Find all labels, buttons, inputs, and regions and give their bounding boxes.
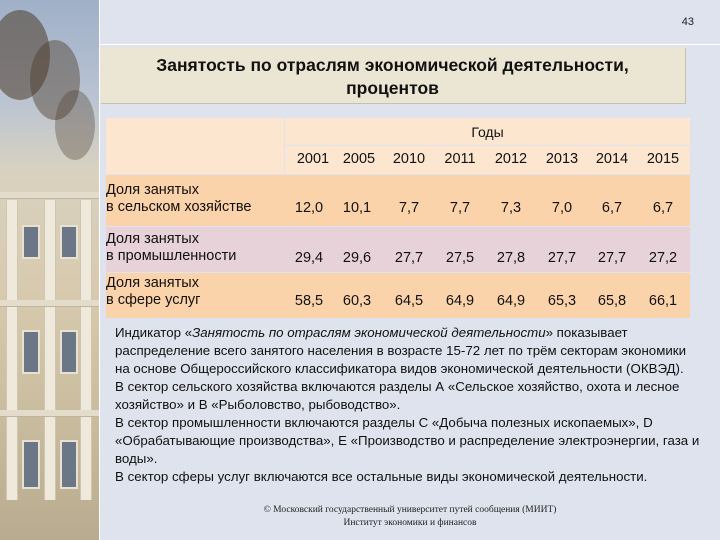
title-line-1: Занятость по отраслям экономической деят… xyxy=(156,55,629,75)
table-header-corner xyxy=(106,118,284,174)
table-cell: 27,8 xyxy=(496,250,526,266)
table-cell: 60,3 xyxy=(342,293,372,309)
table-cell: 27,2 xyxy=(648,250,678,266)
table-cell: 6,7 xyxy=(601,200,623,216)
table-cell: 58,5 xyxy=(294,293,324,309)
page-number: 43 xyxy=(681,16,694,28)
table-cell: 27,5 xyxy=(445,250,475,266)
table-cell: 12,0 xyxy=(294,200,324,216)
table-cell: 29,4 xyxy=(294,250,324,266)
table-row-agriculture xyxy=(106,175,690,226)
year-header: 2005 xyxy=(342,151,376,167)
row-label: Доля занятых в сельском хозяйстве xyxy=(106,182,252,215)
slide-title: Занятость по отраслям экономической деят… xyxy=(100,54,685,100)
row-label: Доля занятых в промышленности xyxy=(106,231,237,264)
row-label: Доля занятых в сфере услуг xyxy=(106,275,201,308)
table-row-industry xyxy=(106,227,690,272)
table-cell: 27,7 xyxy=(547,250,577,266)
table-cell: 64,9 xyxy=(496,293,526,309)
table-cell: 27,7 xyxy=(597,250,627,266)
year-header: 2015 xyxy=(646,151,680,167)
table-header-year-row xyxy=(285,146,690,174)
title-box xyxy=(100,47,685,103)
year-header: 2011 xyxy=(444,151,476,167)
description-paragraph: В сектор сельского хозяйства включаются … xyxy=(115,379,680,412)
footer-institute: Институт экономики и финансов xyxy=(343,518,477,528)
table-cell: 29,6 xyxy=(342,250,372,266)
footer-copyright: © Московский государственный университет… xyxy=(263,505,557,515)
year-header: 2014 xyxy=(595,151,629,167)
table-cell: 64,5 xyxy=(394,293,424,309)
table-cell: 7,0 xyxy=(551,200,573,216)
table-cell: 64,9 xyxy=(445,293,475,309)
description-paragraph: В сектор сферы услуг включаются все оста… xyxy=(115,469,648,484)
table-cell: 7,7 xyxy=(449,200,471,216)
table-header-years xyxy=(285,118,690,145)
title-line-2: процентов xyxy=(346,78,439,98)
table-cell: 10,1 xyxy=(342,200,372,216)
table-cell: 65,8 xyxy=(597,293,627,309)
table-cell: 7,7 xyxy=(398,200,420,216)
year-header: 2001 xyxy=(296,151,330,167)
table-cell: 65,3 xyxy=(547,293,577,309)
year-header: 2012 xyxy=(494,151,528,167)
table-cell: 6,7 xyxy=(652,200,674,216)
description-text: Индикатор «Занятость по отраслям экономи… xyxy=(115,324,700,486)
footer: © Московский государственный университет… xyxy=(100,504,720,530)
years-caption: Годы xyxy=(471,124,504,140)
description-paragraph: В сектор промышленности включаются разде… xyxy=(115,415,700,466)
table-row-services xyxy=(106,273,690,318)
year-header: 2010 xyxy=(392,151,426,167)
table-cell: 27,7 xyxy=(394,250,424,266)
table-cell: 7,3 xyxy=(500,200,522,216)
description-paragraph: Индикатор «Занятость по отраслям экономи… xyxy=(115,325,687,376)
table-cell: 66,1 xyxy=(648,293,678,309)
building-photo xyxy=(0,0,100,540)
year-header: 2013 xyxy=(545,151,579,167)
